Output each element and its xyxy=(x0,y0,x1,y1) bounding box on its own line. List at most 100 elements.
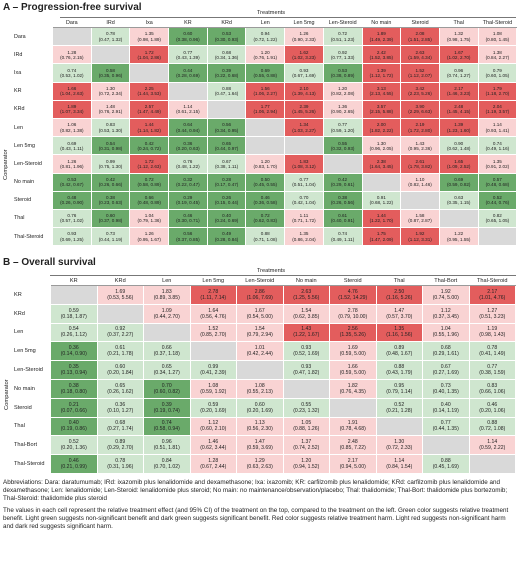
row-header: KRd xyxy=(12,303,51,324)
cell-estimate: 1.54 xyxy=(254,326,265,333)
cell-estimate: 1.47 xyxy=(254,439,265,446)
matrix-cell: 1.08 (0.80, 1.45) xyxy=(477,26,518,47)
matrix-cell: 0.99 (0.75, 1.30) xyxy=(90,154,131,174)
cell-estimate: 0.95 xyxy=(394,382,405,389)
cell-estimate: 1.26 xyxy=(67,158,77,164)
matrix-cell xyxy=(206,99,247,119)
cell-estimate: 0.56 xyxy=(183,231,193,237)
cell-estimate: 2.63 xyxy=(301,288,312,295)
cell-estimate: 0.83 xyxy=(106,122,115,128)
matrix-cell: 0.66 (0.48, 0.89) xyxy=(129,190,170,210)
cell-ci: (0.10, 1.27) xyxy=(107,407,134,414)
cell-ci: (1.01, 4.76) xyxy=(479,294,506,301)
matrix-cell: 0.91 (0.68, 1.22) xyxy=(361,190,402,210)
cell-ci: (0.24, 0.69) xyxy=(214,218,239,224)
matrix-cell: 1.12 (0.60, 2.10) xyxy=(189,416,237,437)
cell-ci: (0.26, 1.12) xyxy=(60,332,87,339)
matrix-cell: 0.52 (0.21, 1.28) xyxy=(375,397,423,418)
matrix-cell: 0.79 (0.60, 1.05) xyxy=(477,63,518,83)
matrix-cell: 1.19 (0.98, 1.43) xyxy=(468,322,516,343)
matrix-cell: 1.30 (0.72, 2.34) xyxy=(90,81,131,101)
cell-ci: (1.12, 1.72) xyxy=(369,72,394,78)
matrix-cell: 1.89 (1.07, 3.34) xyxy=(52,99,92,119)
cell-estimate: 1.30 xyxy=(394,439,405,446)
cell-ci: (0.24, 0.72) xyxy=(137,145,161,151)
cell-estimate: 1.20 xyxy=(301,458,312,465)
cell-ci: (0.14, 0.90) xyxy=(60,351,87,358)
pfs-table: Dara IRd Ixa KR KRd Len Len 5mg Len-Steroid No m… xyxy=(12,18,518,247)
matrix-cell: 2.48 (0.85, 7.22) xyxy=(329,435,377,456)
matrix-cell: 0.90 (0.62, 1.48) xyxy=(438,136,479,156)
column-header: Len 5mg xyxy=(189,276,237,286)
matrix-cell: 1.28 (0.67, 2.44) xyxy=(189,454,237,474)
cell-estimate: 1.12 xyxy=(208,420,219,427)
cell-estimate: 0.77 xyxy=(440,420,451,427)
cell-estimate: 2.61 xyxy=(415,158,425,164)
matrix-cell: 0.89 (0.48, 1.67) xyxy=(375,341,423,362)
cell-estimate: 1.43 xyxy=(415,140,425,146)
cell-estimate: 1.64 xyxy=(208,307,219,314)
cell-estimate: 1.89 xyxy=(67,104,77,110)
matrix-cell: 0.39 (0.22, 0.68) xyxy=(206,63,247,83)
cell-estimate: 0.63 xyxy=(454,195,464,201)
cell-ci: (0.69, 1.25) xyxy=(60,236,84,242)
cell-ci: (0.27, 1.69) xyxy=(432,370,459,377)
cell-estimate: 0.42 xyxy=(338,176,348,182)
cell-estimate: 2.08 xyxy=(415,31,425,37)
matrix-cell: 0.77 (0.38, 1.59) xyxy=(468,360,516,380)
cell-estimate: 0.65 xyxy=(222,140,232,146)
cell-estimate: 0.74 xyxy=(338,231,348,237)
cell-estimate: 0.26 xyxy=(222,195,232,201)
matrix-cell: 0.70 (0.60, 0.82) xyxy=(143,378,191,399)
cell-estimate: 2.57 xyxy=(144,104,154,110)
matrix-cell: 2.42 (1.52, 3.85) xyxy=(361,45,402,65)
cell-ci: (0.90, 2.65) xyxy=(330,109,355,115)
column-header: KRd xyxy=(96,276,144,286)
cell-ci: (0.21, 1.78) xyxy=(107,351,134,358)
cell-ci: (0.44, 0.76) xyxy=(485,200,510,206)
cell-ci: (0.54, 5.00) xyxy=(246,313,273,320)
cell-estimate: 0.93 xyxy=(301,364,312,371)
cell-estimate: 1.36 xyxy=(338,104,348,110)
cell-estimate: 0.88 xyxy=(440,458,451,465)
cell-ci: (0.07, 0.66) xyxy=(60,407,87,414)
matrix-cell: 0.83 (0.66, 1.06) xyxy=(468,378,516,399)
matrix-cell: 1.92 (0.74, 5.00) xyxy=(422,285,470,305)
cell-ci: (0.43, 1.39) xyxy=(176,54,200,60)
row-header: Len-Steroid xyxy=(12,360,51,380)
cell-estimate: 0.42 xyxy=(144,140,154,146)
matrix-cell: 0.36 (0.14, 0.90) xyxy=(50,341,98,362)
matrix-cell: 0.28 (0.17, 0.47) xyxy=(206,172,247,192)
matrix-cell: 1.69 (0.53, 5.56) xyxy=(96,285,144,305)
cell-ci: (1.47, 4.49) xyxy=(137,109,161,115)
section-a-title: A – Progression-free survival xyxy=(3,2,142,13)
matrix-cell xyxy=(468,454,516,474)
table-row: Len-Steroid 1.26 (0.81, 1.96) 0.99 (0.75, 1.… xyxy=(12,154,518,174)
matrix-cell: 1.28 (0.76, 2.15) xyxy=(52,45,92,65)
matrix-cell: 1.79 (1.18, 2.70) xyxy=(477,81,518,101)
matrix-cell: 1.54 (0.79, 2.94) xyxy=(236,322,284,343)
cell-estimate: 0.79 xyxy=(492,67,502,73)
cell-ci: (0.71, 1.72) xyxy=(292,218,316,224)
cell-ci: (0.56, 2.30) xyxy=(246,426,273,433)
cell-estimate: 0.68 xyxy=(115,420,126,427)
cell-ci: (0.59, 1.92) xyxy=(200,388,227,395)
matrix-cell: 1.20 (0.76, 1.91) xyxy=(245,45,286,65)
cell-estimate: 1.34 xyxy=(299,122,309,128)
matrix-cell: 2.48 (1.45, 4.15) xyxy=(438,99,479,119)
matrix-cell: 0.74 (0.53, 1.02) xyxy=(52,63,92,83)
matrix-cell: 1.26 (0.81, 1.96) xyxy=(52,154,92,174)
cell-estimate: 0.68 xyxy=(222,49,232,55)
cell-estimate: 1.09 xyxy=(161,307,172,314)
cell-estimate: 1.27 xyxy=(487,307,498,314)
cell-ci: (0.37, 1.18) xyxy=(153,351,180,358)
table-row: Len-Steroid 0.35 (0.13, 0.94) 0.60 (0.20, 1.… xyxy=(12,360,516,380)
column-header: No main xyxy=(282,276,330,286)
cell-estimate: 0.88 xyxy=(394,364,405,371)
matrix-cell: 0.58 (0.35, 0.96) xyxy=(90,63,131,83)
cell-ci: (0.59, 0.82) xyxy=(446,182,471,188)
cell-ci: (1.04, 2.86) xyxy=(137,54,161,60)
cell-estimate: 2.86 xyxy=(254,288,265,295)
cell-estimate: 2.39 xyxy=(299,104,309,110)
column-header: Thal xyxy=(438,18,479,28)
